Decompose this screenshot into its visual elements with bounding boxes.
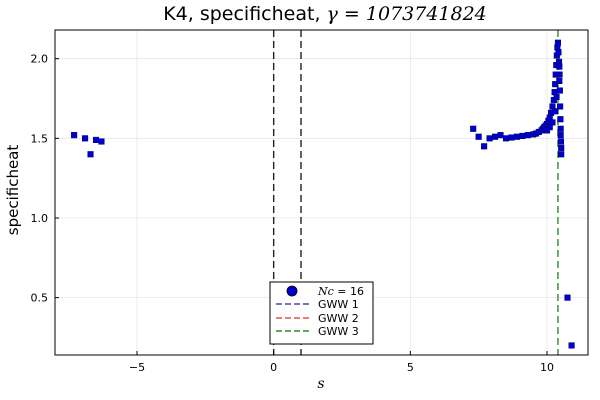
data-point: [557, 132, 564, 139]
data-point: [513, 133, 520, 140]
data-point: [497, 132, 504, 139]
legend-label-gww3: GWW 3: [318, 325, 359, 338]
data-point: [71, 132, 78, 139]
data-point: [552, 108, 559, 115]
x-tick-label: −5: [129, 361, 145, 374]
data-point: [552, 81, 559, 88]
chart-title: K4, specificheat, γ = 1073741824: [163, 3, 487, 25]
data-point: [470, 125, 477, 132]
legend-label-gww2: GWW 2: [318, 312, 359, 325]
data-point: [564, 294, 571, 301]
chart-title-suffix: = 1073741824: [338, 3, 487, 25]
y-tick-label: 2.0: [31, 53, 49, 66]
data-point: [502, 135, 510, 142]
y-tick-label: 1.5: [31, 132, 49, 145]
y-axis-label: specificheat: [4, 145, 22, 236]
data-point: [556, 63, 563, 70]
legend: Nc = 16 GWW 1 GWW 2 GWW 3: [269, 281, 374, 345]
data-point: [556, 71, 563, 78]
chart-title-prefix: K4, specificheat,: [163, 3, 326, 25]
plot-frame: [54, 29, 589, 356]
data-point: [508, 134, 515, 141]
data-point: [524, 132, 531, 139]
legend-marker-scatter: [286, 285, 298, 297]
data-point: [519, 132, 526, 139]
data-point: [481, 143, 488, 150]
data-point: [558, 151, 565, 158]
data-point: [557, 125, 564, 132]
legend-label-scatter-symbol: Nc: [317, 285, 334, 298]
x-tick-label: 0: [270, 361, 277, 374]
data-point: [555, 49, 562, 56]
data-point: [87, 151, 94, 158]
x-axis-label: s: [317, 376, 324, 392]
data-point: [557, 116, 564, 123]
data-point: [558, 144, 565, 151]
legend-label-gww1: GWW 1: [318, 298, 359, 311]
data-point: [557, 103, 564, 110]
data-point: [556, 77, 563, 85]
y-tick-label: 1.0: [31, 212, 49, 225]
chart-title-symbol: γ: [327, 3, 339, 25]
data-point: [543, 127, 551, 134]
x-tick-label: 5: [407, 361, 414, 374]
data-point: [82, 135, 89, 142]
data-point: [556, 87, 563, 94]
data-point: [92, 136, 100, 143]
scatter-points: [71, 39, 575, 349]
data-point: [98, 138, 105, 145]
axis-ticks: −5 0 5 10 0.5 1.0 1.5 2.0: [31, 53, 555, 374]
legend-label-scatter-suffix: = 16: [334, 285, 364, 298]
data-point: [553, 93, 560, 100]
data-point: [554, 39, 561, 46]
x-tick-label: 10: [540, 361, 554, 374]
data-point: [492, 133, 499, 140]
data-point: [568, 342, 575, 349]
legend-label-scatter: Nc = 16: [317, 285, 364, 298]
data-point: [475, 133, 482, 140]
y-tick-label: 0.5: [31, 292, 49, 305]
data-point: [557, 138, 564, 145]
data-point: [486, 135, 493, 142]
